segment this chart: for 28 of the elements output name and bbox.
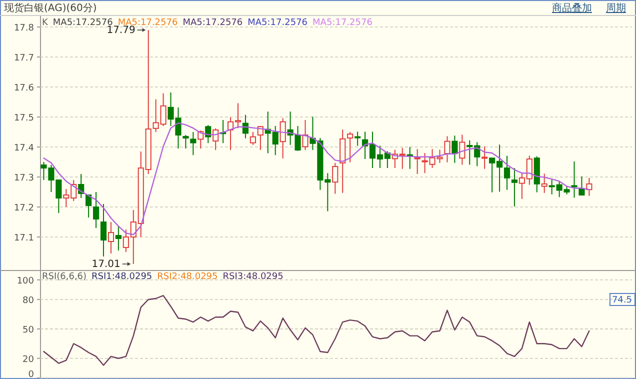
annotation: RSI2:48.0295 xyxy=(157,272,218,282)
y-tick-label: 17.5 xyxy=(14,114,34,124)
annotation: MA5:17.2576 xyxy=(312,18,373,28)
annotation: 17.01 xyxy=(92,259,120,270)
y-tick-label: 20 xyxy=(22,354,34,365)
annotation: RSI(6,6,6) xyxy=(42,272,87,282)
chart-title: 现货白银(AG)(60分) xyxy=(4,2,97,14)
y-tick-label: 17.6 xyxy=(14,84,34,94)
y-tick-label: 0 xyxy=(28,370,34,379)
annotation: MA5:17.2576 xyxy=(182,18,243,28)
y-tick-label: 17.2 xyxy=(14,204,34,214)
y-tick-label: 17.4 xyxy=(14,144,34,154)
y-tick-label: 17.7 xyxy=(14,54,34,64)
annotation: RSI3:48.0295 xyxy=(222,272,284,282)
text: 74.5 xyxy=(612,295,632,306)
y-tick-label: 100 xyxy=(16,276,34,286)
annotation: K xyxy=(42,18,49,28)
annotation: RSI1:48.0295 xyxy=(92,272,152,282)
annotation: MA5:17.2576 xyxy=(248,18,308,28)
y-tick-label: 17.1 xyxy=(14,234,34,244)
y-tick-label: 17.8 xyxy=(14,24,34,34)
y-tick-label: 80 xyxy=(22,296,34,306)
text: 周期 xyxy=(606,2,626,14)
y-tick-label: 17.3 xyxy=(14,174,34,184)
annotation: 17.79 xyxy=(106,25,136,36)
line-series xyxy=(43,294,590,366)
y-tick-label: 50 xyxy=(22,325,34,336)
text: 商品叠加 xyxy=(552,2,592,14)
